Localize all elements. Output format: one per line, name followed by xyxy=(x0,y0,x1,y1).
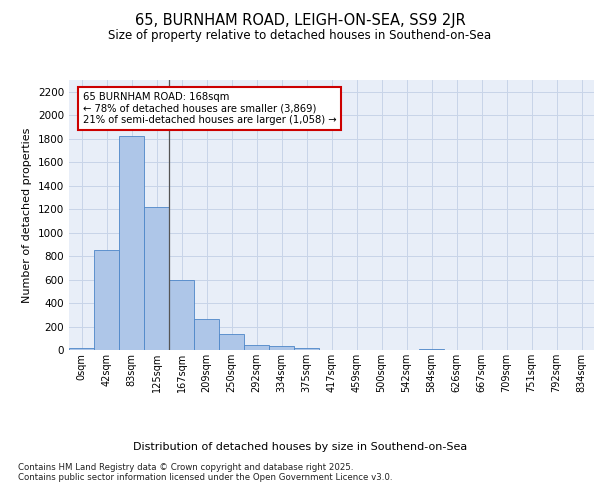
Bar xyxy=(169,280,194,350)
Bar xyxy=(194,320,219,350)
Bar xyxy=(244,344,269,350)
Text: Contains HM Land Registry data © Crown copyright and database right 2025.
Contai: Contains HM Land Registry data © Crown c… xyxy=(18,462,392,482)
Text: 65 BURNHAM ROAD: 168sqm
← 78% of detached houses are smaller (3,869)
21% of semi: 65 BURNHAM ROAD: 168sqm ← 78% of detache… xyxy=(83,92,337,125)
Text: Distribution of detached houses by size in Southend-on-Sea: Distribution of detached houses by size … xyxy=(133,442,467,452)
Bar xyxy=(69,348,94,350)
Bar xyxy=(294,348,319,350)
Bar xyxy=(94,250,119,350)
Bar xyxy=(144,207,169,350)
Bar xyxy=(219,334,244,350)
Text: 65, BURNHAM ROAD, LEIGH-ON-SEA, SS9 2JR: 65, BURNHAM ROAD, LEIGH-ON-SEA, SS9 2JR xyxy=(134,12,466,28)
Bar xyxy=(419,348,444,350)
Y-axis label: Number of detached properties: Number of detached properties xyxy=(22,128,32,302)
Text: Size of property relative to detached houses in Southend-on-Sea: Size of property relative to detached ho… xyxy=(109,29,491,42)
Bar xyxy=(269,346,294,350)
Bar xyxy=(119,136,144,350)
